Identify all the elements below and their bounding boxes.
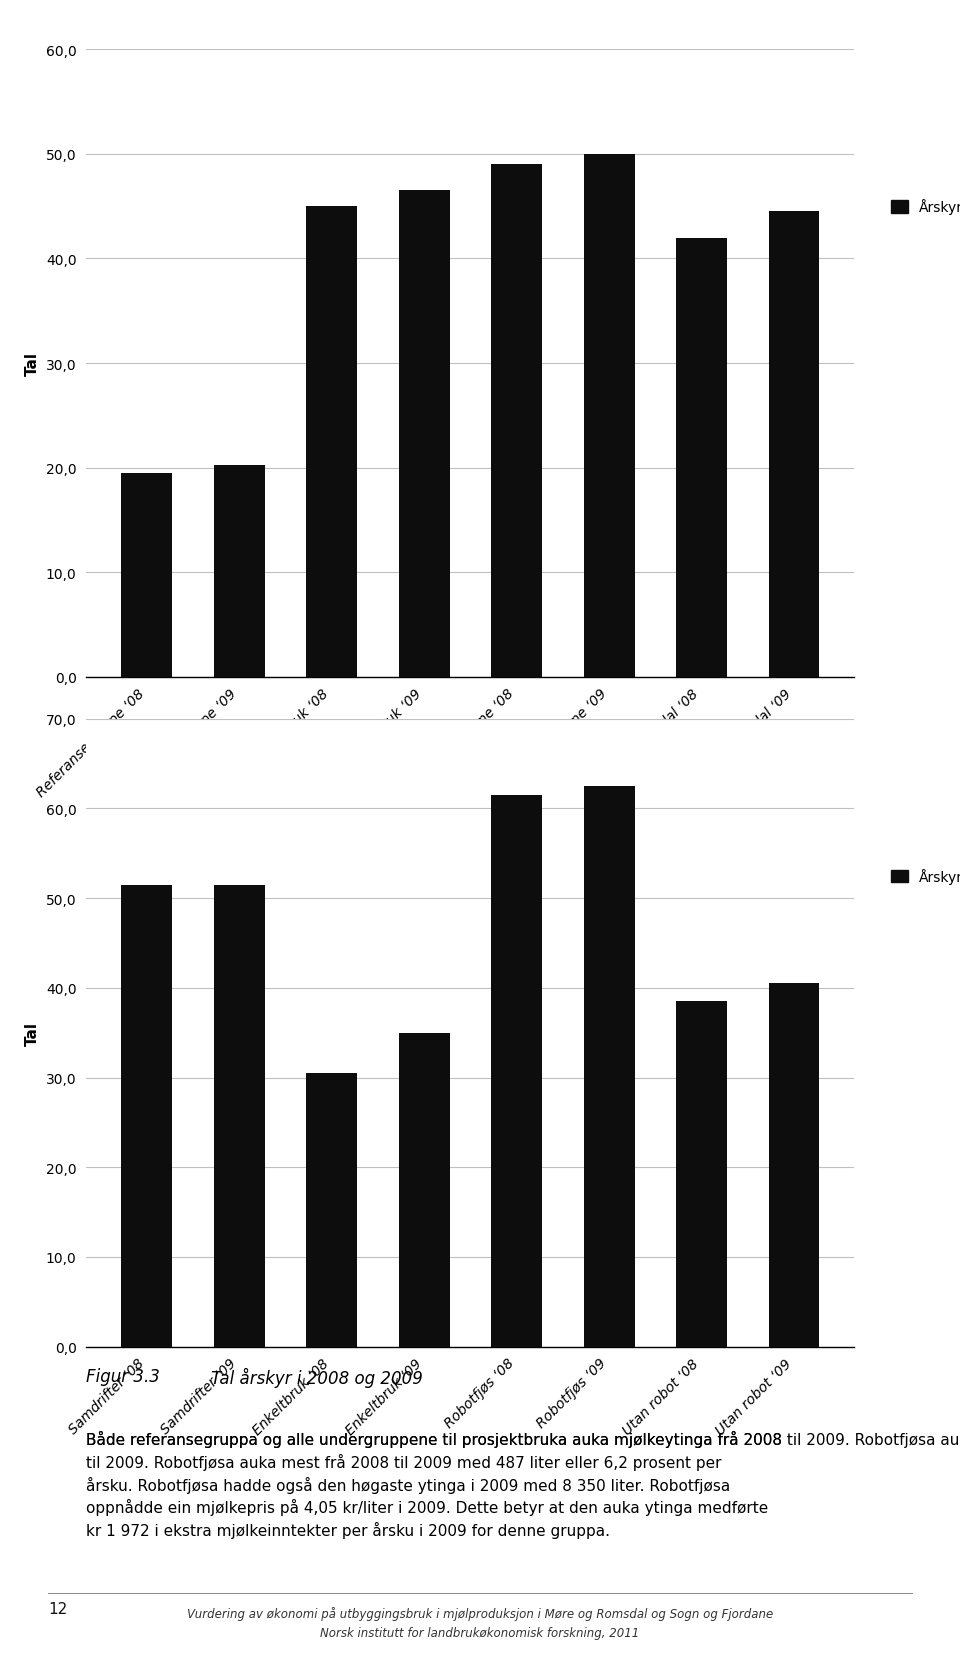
Bar [492, 166, 542, 678]
Bar [306, 1074, 357, 1347]
Bar [584, 156, 635, 678]
Bar [676, 1002, 727, 1347]
Legend: Årskyr: Årskyr [891, 868, 960, 885]
Text: Vurdering av økonomi på utbyggingsbruk i mjølproduksjon i Møre og Romsdal og Sog: Vurdering av økonomi på utbyggingsbruk i… [187, 1606, 773, 1619]
Text: 12: 12 [48, 1601, 67, 1616]
Legend: Årskyr: Årskyr [891, 199, 960, 216]
Text: Tal årskyr i 2008 og 2009: Tal årskyr i 2008 og 2009 [211, 1367, 423, 1387]
Bar [676, 238, 727, 678]
Text: Både referansegruppa og alle undergruppene til prosjektbruka auka mjølkeytinga f: Både referansegruppa og alle undergruppe… [86, 1430, 960, 1447]
Text: Norsk institutt for landbrukøkonomisk forskning, 2011: Norsk institutt for landbrukøkonomisk fo… [321, 1626, 639, 1640]
Bar [769, 984, 820, 1347]
Y-axis label: Tal: Tal [25, 1021, 40, 1046]
Bar [769, 212, 820, 678]
Bar [492, 796, 542, 1347]
Bar [584, 786, 635, 1347]
Bar [398, 191, 449, 678]
Bar [306, 207, 357, 678]
Text: Figur 3.3: Figur 3.3 [86, 1367, 160, 1385]
Bar [121, 885, 172, 1347]
Text: Både referansegruppa og alle undergruppene til prosjektbruka auka mjølkeytinga f: Både referansegruppa og alle undergruppe… [86, 1430, 782, 1537]
Bar [214, 465, 265, 678]
Bar [121, 473, 172, 678]
Y-axis label: Tal: Tal [25, 351, 40, 376]
Bar [398, 1032, 449, 1347]
Bar [214, 885, 265, 1347]
